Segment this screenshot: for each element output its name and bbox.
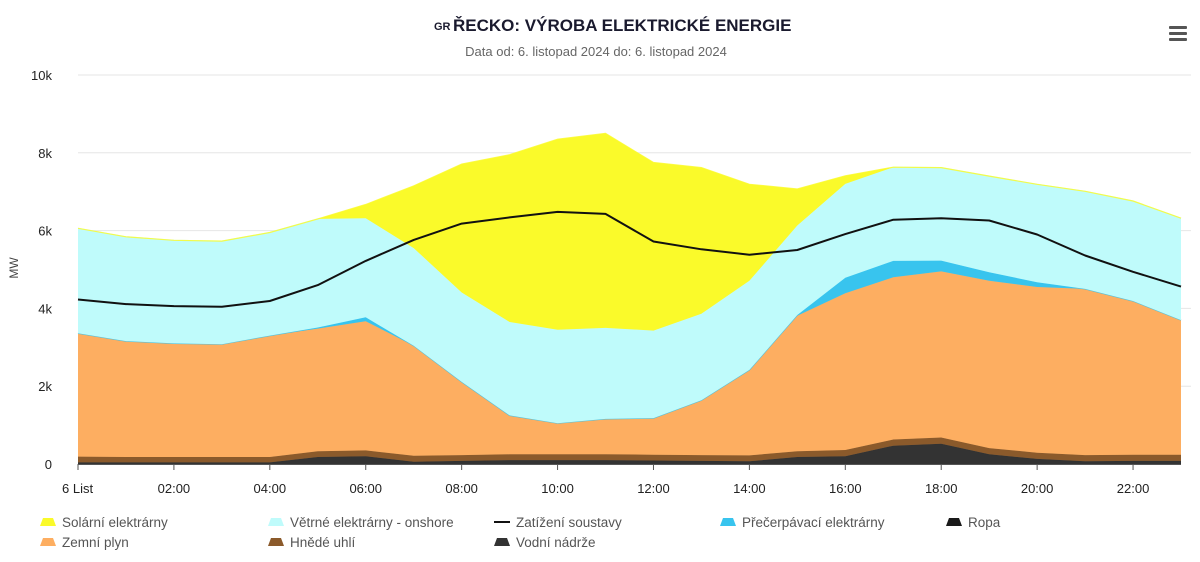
y-tick-label: 6k [38, 224, 52, 239]
x-tick-label: 20:00 [1021, 481, 1054, 496]
legend-item[interactable]: Zemní plyn [40, 535, 129, 550]
axes: 0 2k 4k 6k 8k 10k 6 List 02:00 04:00 06:00 08:00 10… [31, 68, 1181, 496]
load-series-line [77, 210, 1182, 308]
x-tick-label: 08:00 [445, 481, 478, 496]
legend-item[interactable]: Přečerpávací elektrárny [720, 515, 885, 530]
legend-area-swatch [268, 518, 284, 526]
x-tick-label: 10:00 [541, 481, 574, 496]
legend-item[interactable]: Ropa [946, 515, 1001, 530]
chart-title: ŘECKO: VÝROBA ELEKTRICKÉ ENERGIE [453, 16, 791, 35]
legend-area-swatch [494, 538, 510, 546]
area-vitr [78, 167, 1181, 424]
legend-label: Solární elektrárny [62, 515, 168, 530]
legend-label: Ropa [968, 515, 1001, 530]
x-tick-label: 12:00 [637, 481, 670, 496]
load-line [77, 210, 1182, 308]
legend-item[interactable]: Solární elektrárny [40, 515, 168, 530]
legend-label: Vodní nádrže [516, 535, 596, 550]
stacked-areas [77, 132, 1182, 464]
legend-area-swatch [946, 518, 962, 526]
legend: Solární elektrárny Větrné elektrárny - on… [40, 515, 1001, 550]
legend-item[interactable]: Zatížení soustavy [494, 515, 622, 530]
legend-label: Hnědé uhlí [290, 535, 356, 550]
legend-area-swatch [40, 518, 56, 526]
x-tick-label: 22:00 [1117, 481, 1150, 496]
area-plyn [78, 271, 1181, 457]
legend-label: Větrné elektrárny - onshore [290, 515, 454, 530]
legend-area-swatch [720, 518, 736, 526]
area-vodni [78, 443, 1181, 464]
y-tick-label: 8k [38, 146, 52, 161]
x-tick-label: 16:00 [829, 481, 862, 496]
area-edge-solar [77, 132, 1182, 242]
x-tick-label: 14:00 [733, 481, 766, 496]
y-tick-label: 0 [45, 457, 52, 472]
legend-area-swatch [268, 538, 284, 546]
x-tick-label: 06:00 [349, 481, 382, 496]
legend-label: Přečerpávací elektrárny [742, 515, 885, 530]
legend-item[interactable]: Hnědé uhlí [268, 535, 356, 550]
legend-area-swatch [40, 538, 56, 546]
y-tick-label: 2k [38, 379, 52, 394]
area-uhli [78, 437, 1181, 463]
legend-label: Zemní plyn [62, 535, 129, 550]
chart-header: GR ŘECKO: VÝROBA ELEKTRICKÉ ENERGIE Data… [434, 16, 791, 59]
y-tick-label: 10k [31, 68, 52, 83]
area-solar [78, 133, 1181, 331]
flag-code: GR [434, 21, 451, 33]
x-tick-label: 6 List [62, 481, 93, 496]
legend-item[interactable]: Vodní nádrže [494, 535, 596, 550]
legend-label: Zatížení soustavy [516, 515, 622, 530]
y-axis-label: MW [7, 257, 21, 279]
y-tick-label: 4k [38, 301, 52, 316]
hamburger-menu-icon[interactable] [1169, 26, 1187, 41]
chart-subtitle: Data od: 6. listopad 2024 do: 6. listopa… [465, 44, 727, 59]
x-tick-label: 04:00 [254, 481, 287, 496]
x-tick-label: 18:00 [925, 481, 958, 496]
legend-item[interactable]: Větrné elektrárny - onshore [268, 515, 454, 530]
x-tick-label: 02:00 [158, 481, 191, 496]
